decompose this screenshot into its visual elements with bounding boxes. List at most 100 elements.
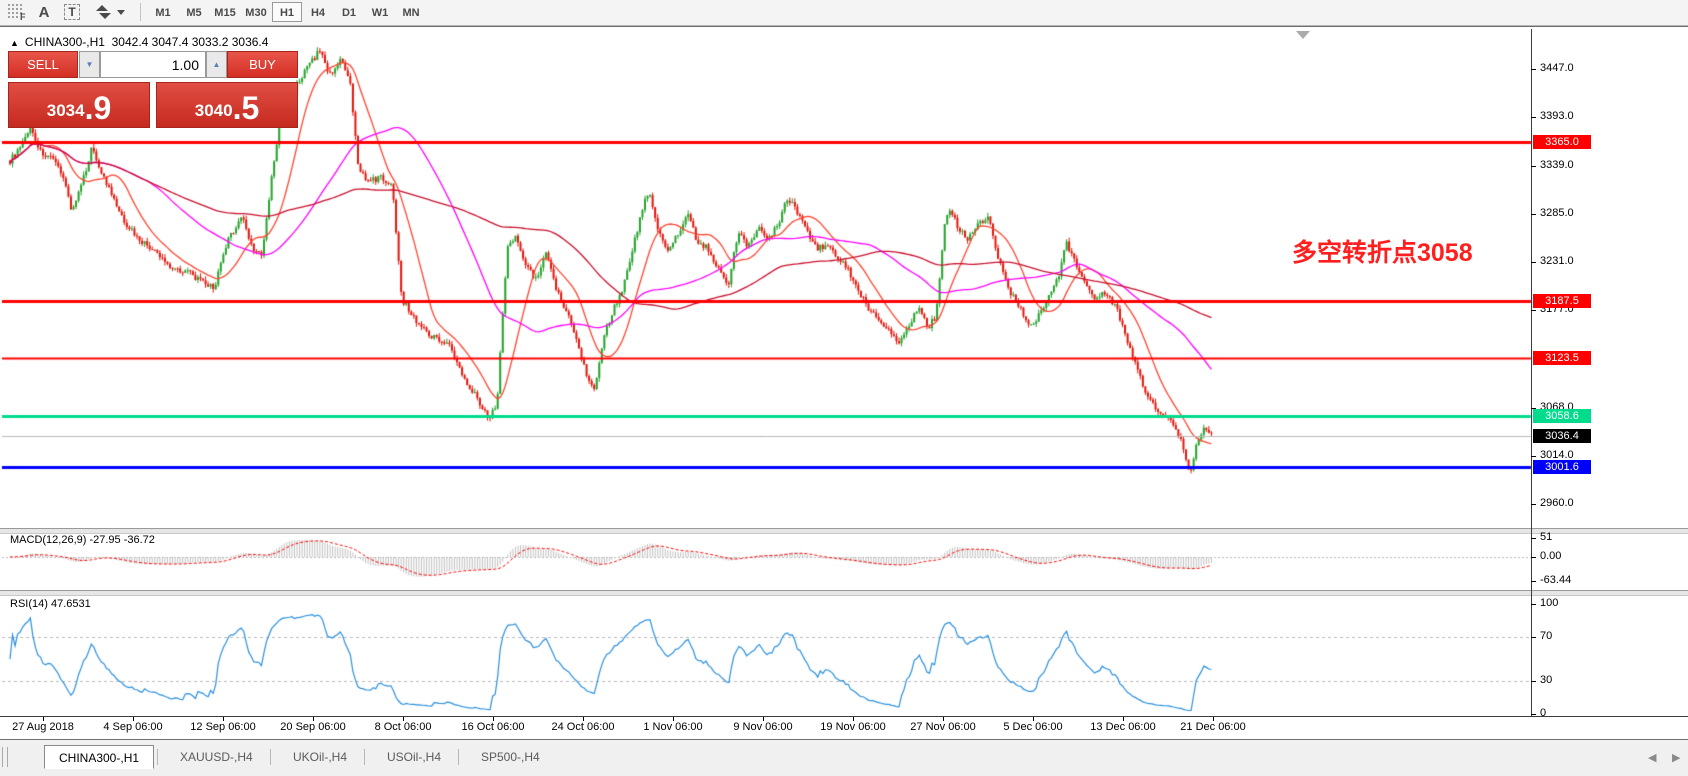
- price-tick-mark: [1531, 504, 1536, 506]
- arrows-tool-icon[interactable]: [94, 2, 128, 22]
- level-price-label[interactable]: 3187.5: [1533, 293, 1591, 308]
- price-tick-mark: [1531, 310, 1536, 312]
- tab-scroll-right-icon[interactable]: ▶: [1672, 752, 1681, 764]
- label-tool-icon[interactable]: A: [38, 3, 50, 21]
- time-axis-label: 20 Sep 06:00: [280, 721, 346, 733]
- pane-separator-rsi[interactable]: [0, 590, 1688, 596]
- price-tick-label: 3285.0: [1540, 206, 1574, 219]
- svg-text:F: F: [20, 12, 26, 21]
- volume-increase-button[interactable]: ▲: [206, 51, 227, 78]
- ask-price-box[interactable]: 3040. 5: [156, 82, 298, 128]
- chart-window: ▲ CHINA300-,H1 3042.4 3047.4 3033.2 3036.…: [0, 26, 1688, 741]
- time-axis-border: [0, 716, 1688, 717]
- timeframe-button-w1[interactable]: W1: [371, 7, 389, 19]
- timeframe-button-h4[interactable]: H4: [310, 7, 326, 19]
- time-tick-mark: [133, 717, 134, 721]
- rsi-indicator-label: RSI(14) 47.6531: [10, 598, 91, 610]
- time-tick-mark: [1123, 717, 1124, 721]
- price-tick-mark: [1531, 407, 1536, 409]
- chart-tab-bar: CHINA300-,H1 XAUUSD-,H4 UKOil-,H4 USOil-,H4…: [0, 741, 1688, 776]
- tab-separator: [458, 749, 459, 765]
- level-price-label[interactable]: 3001.6: [1533, 460, 1591, 475]
- price-tick-mark: [1531, 262, 1536, 264]
- current-price-label: 3036.4: [1533, 429, 1591, 444]
- chart-tab-1[interactable]: CHINA300-,H1: [44, 745, 155, 769]
- macd-tick-label: 51: [1540, 531, 1553, 543]
- time-tick-mark: [1033, 717, 1034, 721]
- price-tick-mark: [1531, 117, 1536, 119]
- ask-price-point: .: [232, 90, 242, 126]
- bid-price-main: 3034: [46, 101, 85, 120]
- timeframe-button-m1[interactable]: M1: [155, 7, 171, 19]
- rsi-tick-mark: [1531, 681, 1536, 682]
- timeframe-button-mn[interactable]: MN: [402, 7, 420, 19]
- tab-bar-grip[interactable]: [2, 747, 8, 767]
- text-tool-icon[interactable]: T: [60, 2, 84, 22]
- time-axis-label: 13 Dec 06:00: [1090, 721, 1156, 733]
- one-click-trading-panel: SELL ▼ ▲ BUY 3034.9 3040.5: [8, 51, 298, 153]
- rsi-tick-label: 100: [1540, 597, 1559, 609]
- macd-indicator-label: MACD(12,26,9) -27.95 -36.72: [10, 534, 155, 546]
- price-tick-label: 3014.0: [1540, 449, 1574, 462]
- pane-separator-macd[interactable]: [0, 528, 1688, 534]
- time-axis-label: 16 Oct 06:00: [461, 721, 525, 733]
- price-tick-label: 3393.0: [1540, 110, 1574, 123]
- macd-tick-mark: [1531, 538, 1536, 539]
- time-axis-label: 27 Aug 2018: [12, 721, 74, 733]
- time-tick-mark: [763, 717, 764, 721]
- bid-price-big-digit: 9: [93, 90, 112, 126]
- price-tick-mark: [1531, 69, 1536, 70]
- chart-tab-5[interactable]: SP500-,H4: [481, 750, 540, 764]
- time-tick-mark: [403, 717, 404, 721]
- chart-symbol-header: ▲ CHINA300-,H1 3042.4 3047.4 3033.2 3036.…: [10, 35, 268, 49]
- sell-button[interactable]: SELL: [8, 51, 78, 78]
- rsi-tick-label: 70: [1540, 630, 1553, 642]
- collapse-triangle-icon[interactable]: ▲: [10, 38, 19, 48]
- rsi-tick-mark: [1531, 637, 1536, 638]
- time-axis-label: 21 Dec 06:00: [1180, 721, 1246, 733]
- timeframe-button-d1[interactable]: D1: [341, 7, 357, 19]
- timeframe-button-m30[interactable]: M30: [245, 7, 267, 19]
- fibonacci-tool-icon[interactable]: F: [6, 2, 30, 22]
- buy-button[interactable]: BUY: [227, 51, 298, 78]
- chart-tab-4[interactable]: USOil-,H4: [387, 750, 442, 764]
- time-axis-label: 24 Oct 06:00: [551, 721, 615, 733]
- timeframe-button-h1[interactable]: H1: [272, 2, 302, 22]
- time-axis-label: 19 Nov 06:00: [820, 721, 886, 733]
- toolbar: F A T M1 M5 M15 M30 H1 H4 D1 W1 MN: [0, 0, 1688, 26]
- level-price-label[interactable]: 3365.0: [1533, 135, 1591, 150]
- timeframe-button-m5[interactable]: M5: [186, 7, 202, 19]
- time-axis-label: 27 Nov 06:00: [910, 721, 976, 733]
- time-axis-label: 5 Dec 06:00: [1003, 721, 1063, 733]
- time-tick-mark: [673, 717, 674, 721]
- symbol-name: CHINA300-,H1: [24, 35, 105, 49]
- macd-tick-mark: [1531, 581, 1536, 582]
- rsi-tick-mark: [1531, 714, 1536, 715]
- toolbar-separator: [140, 3, 141, 21]
- time-tick-mark: [853, 717, 854, 721]
- chart-canvas[interactable]: [0, 27, 1688, 741]
- volume-input[interactable]: [100, 51, 206, 78]
- macd-tick-label: -63.44: [1540, 574, 1572, 586]
- time-axis-label: 8 Oct 06:00: [374, 721, 432, 733]
- level-price-label[interactable]: 3058.6: [1533, 409, 1591, 424]
- time-tick-mark: [493, 717, 494, 721]
- time-axis-label: 4 Sep 06:00: [103, 721, 163, 733]
- timeframe-button-m15[interactable]: M15: [214, 7, 236, 19]
- time-axis-label: 12 Sep 06:00: [190, 721, 256, 733]
- chart-tab-3[interactable]: UKOil-,H4: [293, 750, 348, 764]
- bid-price-box[interactable]: 3034. 9: [8, 82, 150, 128]
- tab-separator: [157, 749, 158, 765]
- time-tick-mark: [223, 717, 224, 721]
- macd-tick-label: 0.00: [1540, 550, 1562, 562]
- level-price-label[interactable]: 3123.5: [1533, 351, 1591, 366]
- price-tick-label: 3447.0: [1540, 62, 1574, 74]
- ask-price-big-digit: 5: [241, 90, 260, 126]
- volume-decrease-button[interactable]: ▼: [79, 51, 100, 78]
- chart-tab-2[interactable]: XAUUSD-,H4: [180, 750, 253, 764]
- chart-shift-marker-icon[interactable]: [1296, 31, 1310, 39]
- time-axis-label: 1 Nov 06:00: [643, 721, 703, 733]
- macd-tick-mark: [1531, 557, 1536, 558]
- tab-scroll-left-icon[interactable]: ◀: [1648, 752, 1657, 764]
